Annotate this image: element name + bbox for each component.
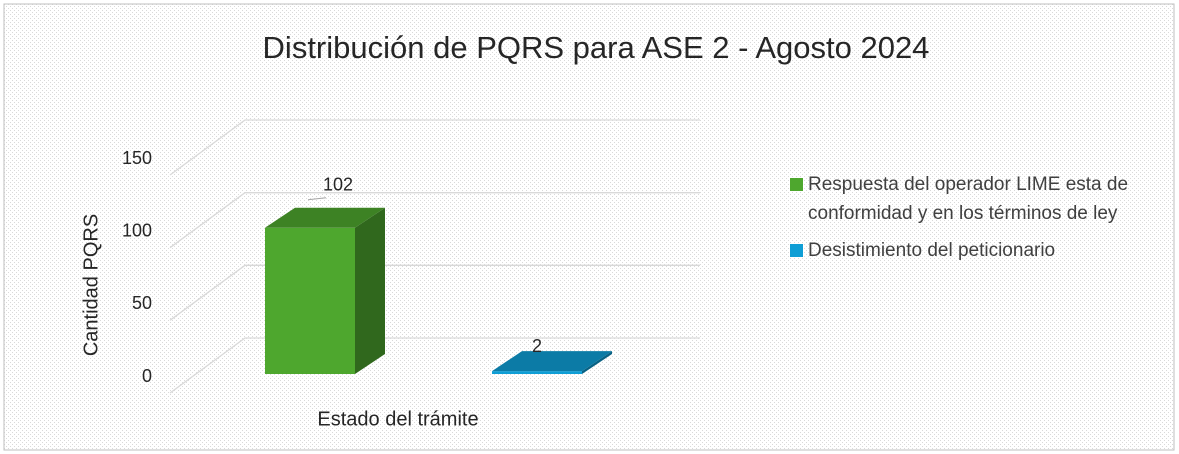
bar-top [492,351,612,372]
legend-label: Respuesta del operador LIME esta de conf… [808,174,1129,224]
chart-title: Distribución de PQRS para ASE 2 - Agosto… [263,30,930,65]
leader-line [307,197,327,201]
legend-item: Respuesta del operador LIME esta de conf… [790,170,1160,228]
bar-front [265,227,355,374]
bar-side [355,207,385,374]
grid-line [169,192,700,249]
legend: Respuesta del operador LIME esta de conf… [790,170,1160,273]
grid-line [169,337,700,394]
y-tick-label: 50 [132,293,152,313]
y-tick-label: 0 [142,366,152,386]
legend-swatch [790,244,803,257]
y-tick-label: 150 [122,148,152,168]
x-axis-label: Estado del trámite [317,408,478,430]
data-label: 2 [532,336,542,356]
legend-swatch [790,178,803,191]
data-label: 102 [323,175,353,195]
y-tick-label: 100 [122,220,152,240]
bar-top [265,207,385,228]
bar-front [492,371,582,374]
grid-line [169,264,700,321]
grid-line [169,119,700,176]
bar-side [582,351,612,374]
legend-item: Desistimiento del peticionario [790,236,1160,265]
y-axis-label: Cantidad PQRS [80,214,102,356]
legend-label: Desistimiento del peticionario [808,240,1056,261]
